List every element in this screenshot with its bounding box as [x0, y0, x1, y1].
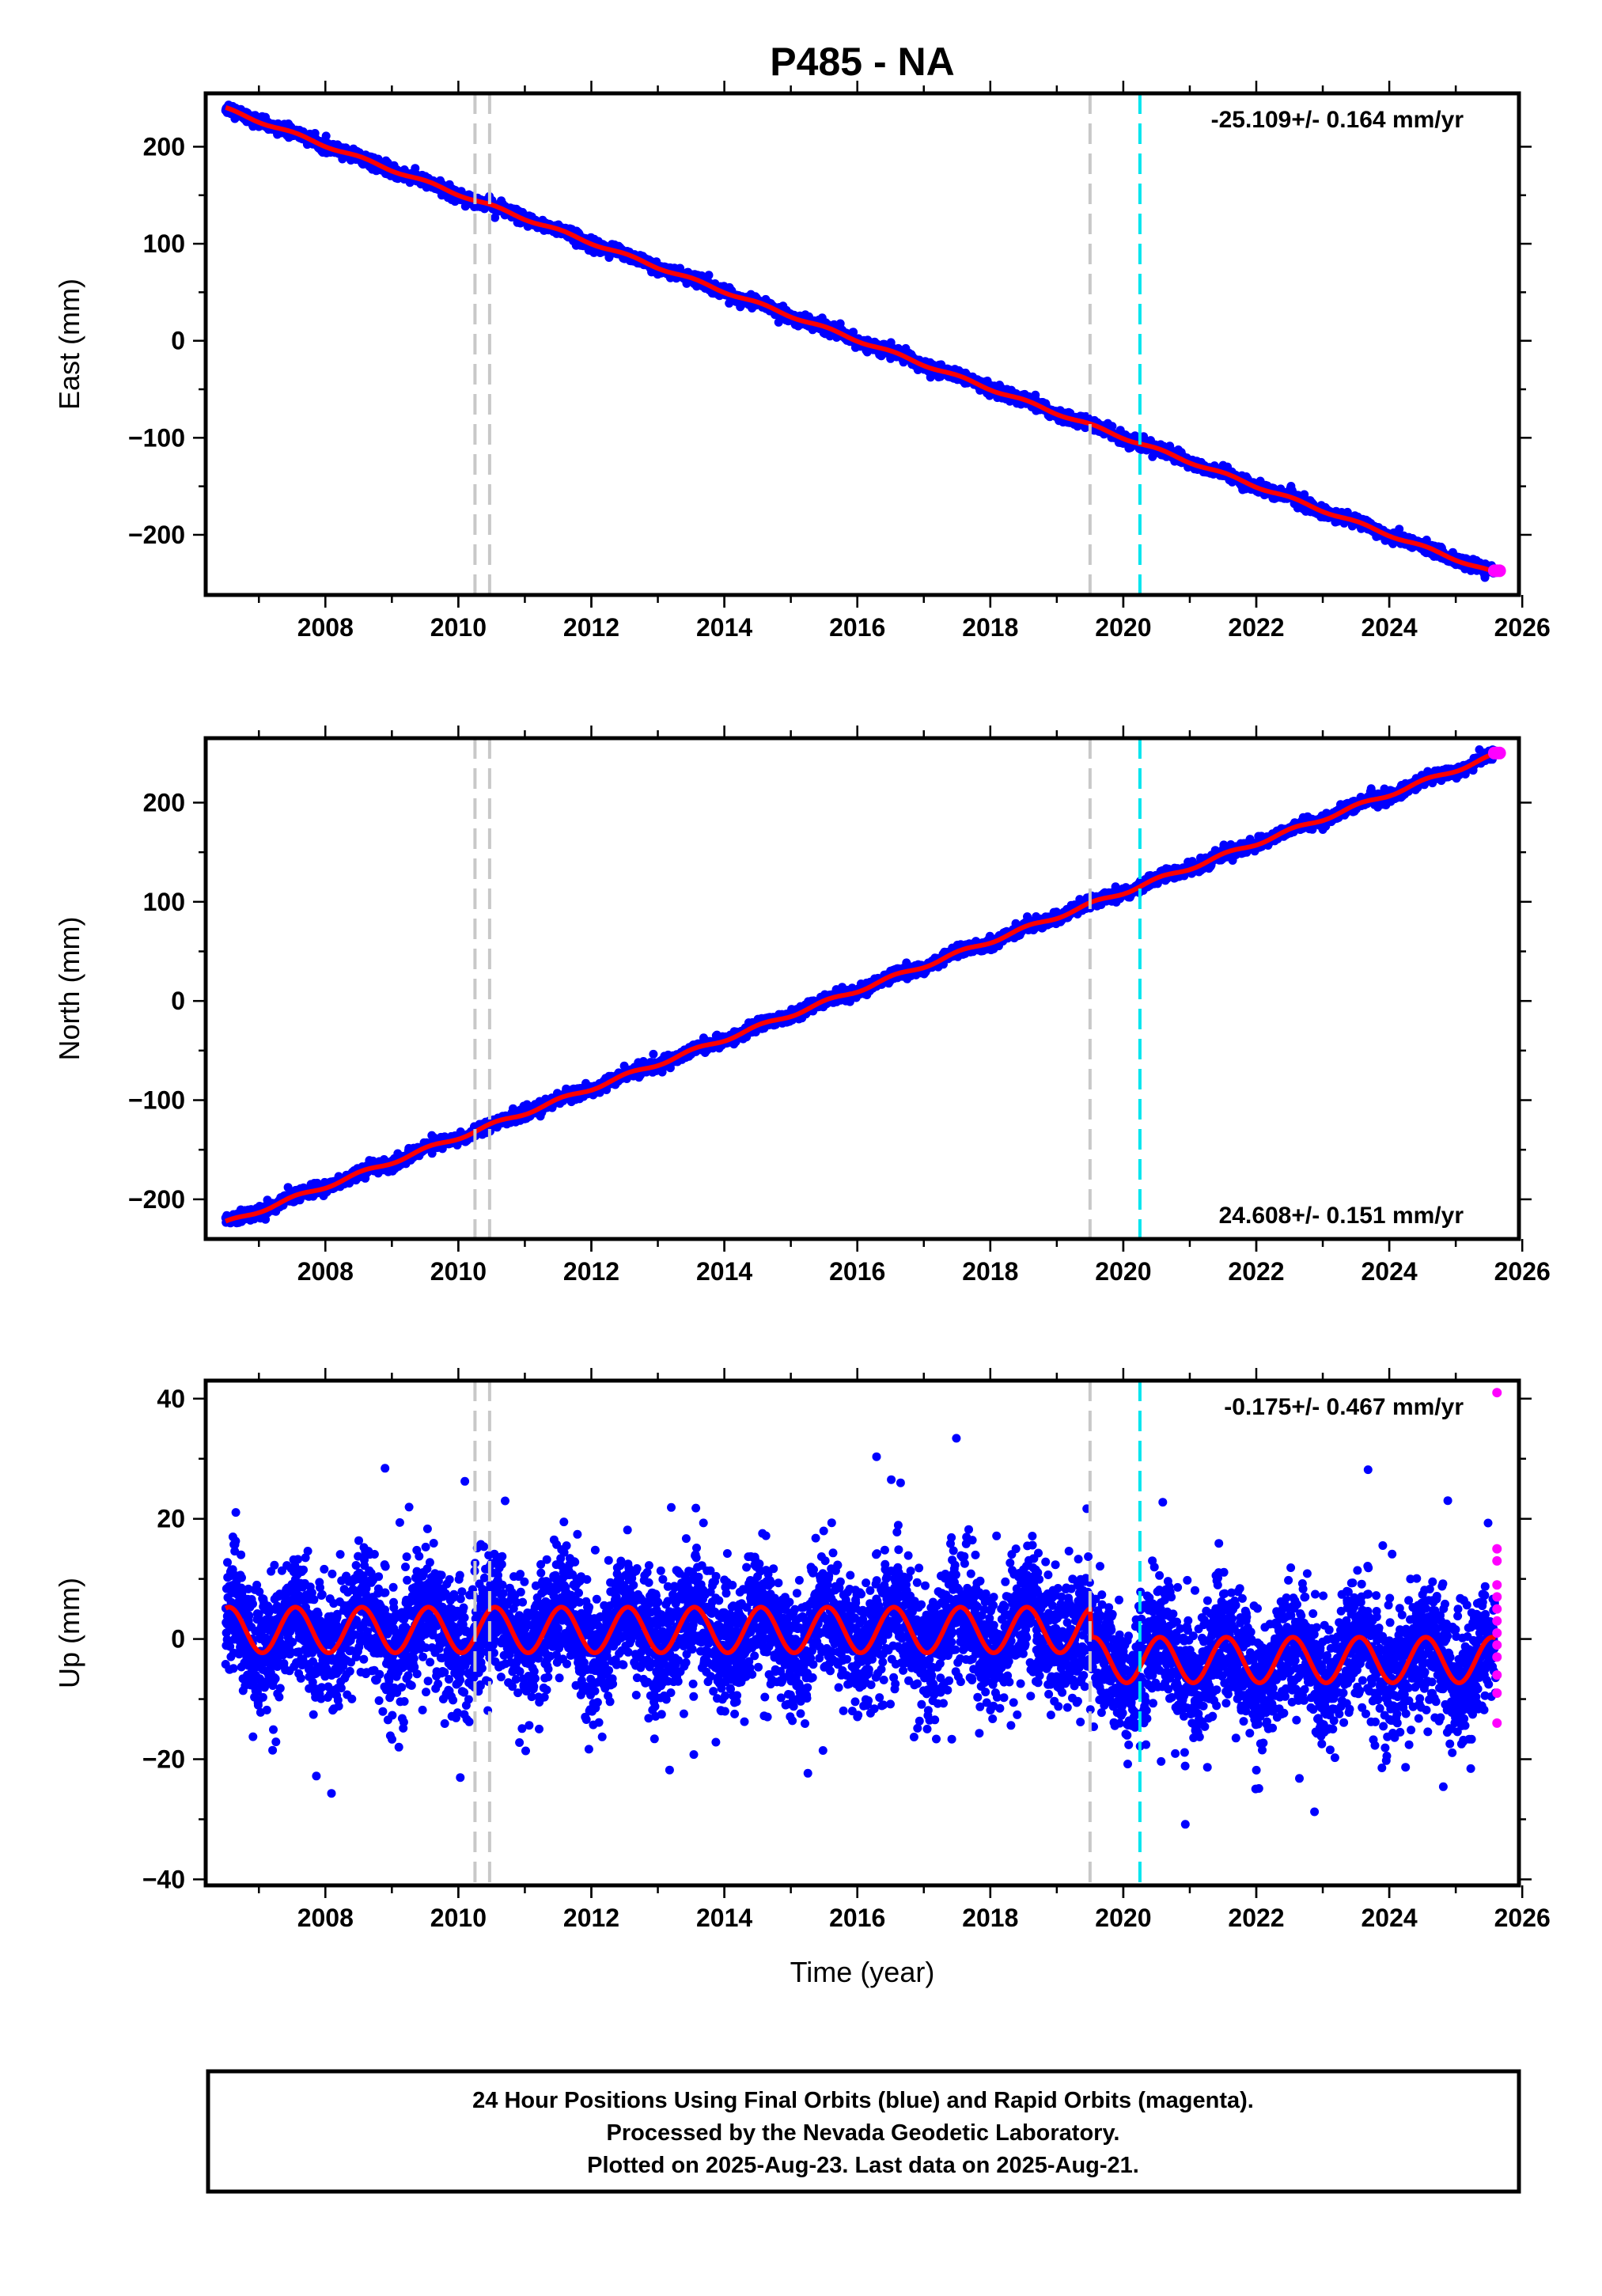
east-point	[1108, 422, 1117, 431]
east-point	[704, 271, 714, 280]
east-y-tick-label: 100	[143, 229, 185, 258]
east-y-tick-label: 200	[143, 132, 185, 161]
east-panel: 2008 2010 2012 2014 2016 2018 2020 2022 2024 2026…	[53, 81, 1551, 642]
east-x-tick-label: 2024	[1362, 613, 1418, 642]
east-x-tick-label: 2026	[1494, 613, 1551, 642]
east-x-tick-label: 2010	[430, 613, 487, 642]
east-y-tick-label: −100	[128, 423, 185, 452]
east-x-tick-label: 2022	[1228, 613, 1284, 642]
north-plot-area	[221, 745, 1506, 1228]
panels-group: 2008 2010 2012 2014 2016 2018 2020 2022 2024 2026…	[53, 81, 1551, 1932]
east-y-axis-label: East (mm)	[53, 278, 85, 410]
east-y-tick-label: 0	[171, 327, 185, 355]
east-rate-label: -25.109+/- 0.164 mm/yr	[1211, 107, 1464, 133]
east-rapid-point	[1493, 564, 1506, 578]
east-rapid-orbit-points	[1487, 564, 1506, 578]
east-x-tick-label: 2014	[696, 613, 752, 642]
north-panel: 2008 2010 2012 2014 2016 2018 2020 2022 2024 2026…	[53, 726, 1551, 1286]
east-x-tick-label: 2020	[1095, 613, 1151, 642]
east-point	[321, 131, 331, 141]
east-point	[1395, 525, 1404, 534]
east-x-tick-label: 2012	[563, 613, 619, 642]
chart-title: P485 - NA	[770, 40, 954, 84]
north-point	[649, 1049, 658, 1059]
east-x-tick-label: 2018	[962, 613, 1018, 642]
east-plot-area	[221, 100, 1506, 582]
east-y-tick-label: −200	[128, 521, 185, 549]
east-x-tick-label: 2016	[829, 613, 885, 642]
east-x-tick-label: 2008	[297, 613, 354, 642]
